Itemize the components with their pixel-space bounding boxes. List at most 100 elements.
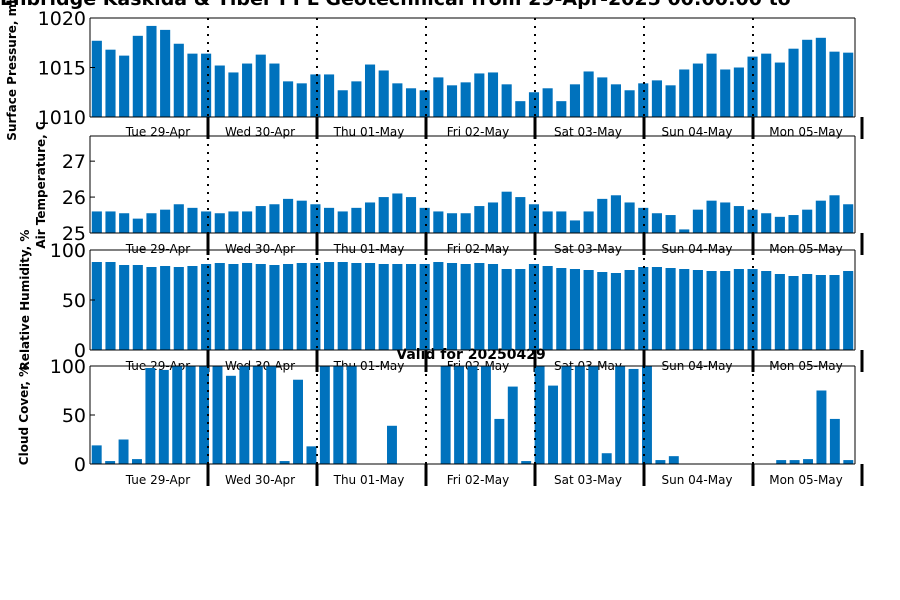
y-tick-label: 1015	[38, 58, 86, 80]
x-tick-label: Mon 05-May	[769, 125, 843, 139]
bar	[419, 264, 430, 350]
bar	[440, 366, 451, 464]
bar	[507, 386, 518, 464]
bar	[146, 213, 157, 233]
bar	[588, 366, 599, 464]
y-tick-label: 0	[74, 340, 86, 362]
bar	[160, 266, 171, 350]
x-tick-label: Fri 02-May	[447, 125, 510, 139]
bar	[574, 366, 585, 464]
bar	[815, 37, 826, 117]
bar	[228, 264, 239, 350]
bar	[692, 270, 703, 350]
bar	[829, 418, 840, 464]
bar	[679, 69, 690, 117]
bar	[119, 55, 130, 117]
bar	[583, 71, 594, 117]
bar	[843, 271, 854, 350]
x-tick-label: Sun 04-May	[661, 242, 732, 256]
y-tick-label: 50	[62, 405, 86, 427]
bar	[692, 63, 703, 117]
bar	[706, 271, 717, 350]
bar	[569, 269, 581, 350]
bar	[597, 77, 608, 117]
bar	[802, 39, 813, 117]
bar	[515, 197, 526, 233]
bar	[816, 390, 827, 464]
bar	[269, 63, 280, 117]
bar	[105, 461, 116, 464]
bar	[665, 215, 676, 233]
bar	[252, 366, 263, 464]
bar	[364, 263, 376, 350]
y-tick-label: 26	[62, 187, 86, 209]
bar	[534, 366, 545, 464]
bar	[528, 204, 540, 233]
bar	[255, 206, 266, 233]
bar	[788, 276, 799, 350]
panel-1: 1010 1015 1020 Tue 29-Apr Wed 30-Apr Thu 01-M…	[5, 0, 864, 141]
bar	[378, 70, 389, 117]
bar	[346, 366, 357, 464]
bar	[642, 366, 652, 464]
bar	[187, 53, 198, 117]
x-tick-label: Thu 01-May	[333, 473, 405, 487]
bar	[185, 366, 196, 464]
bar	[296, 83, 307, 117]
bar	[324, 74, 335, 117]
bar	[829, 275, 840, 350]
bar	[733, 269, 744, 350]
y-tick-label: 1010	[38, 107, 86, 129]
bar	[774, 216, 785, 233]
bar	[405, 264, 417, 350]
bar	[521, 461, 532, 464]
bar	[283, 198, 294, 233]
bar	[214, 213, 225, 233]
bar	[706, 53, 717, 117]
bar	[651, 213, 662, 233]
bar	[651, 80, 662, 117]
bar	[583, 270, 594, 350]
bar	[296, 200, 307, 233]
bar	[487, 202, 499, 233]
bar	[91, 40, 102, 117]
bar	[515, 269, 526, 350]
bar	[392, 193, 403, 233]
bar	[242, 211, 253, 233]
bar	[829, 195, 840, 233]
bar	[351, 263, 362, 350]
bar	[460, 213, 471, 233]
bar	[638, 83, 649, 117]
bar	[460, 82, 471, 117]
bar	[306, 446, 317, 464]
bar	[597, 272, 608, 350]
bar	[132, 459, 142, 464]
bar	[720, 202, 731, 233]
bar	[788, 215, 799, 233]
bar	[337, 262, 348, 350]
bar	[542, 88, 553, 117]
x-tick-label: Tue 29-Apr	[125, 473, 190, 487]
x-tick-label: Sun 04-May	[661, 473, 732, 487]
bar	[720, 271, 731, 350]
bar	[324, 262, 335, 350]
bar	[201, 264, 212, 350]
y-axis-label: Air Temperature, C	[34, 121, 48, 249]
bar	[487, 264, 499, 350]
bar	[239, 366, 250, 464]
bar	[802, 209, 813, 233]
bar	[624, 90, 635, 117]
bar	[692, 209, 703, 233]
bar	[706, 200, 717, 233]
bar	[255, 264, 266, 350]
bar	[228, 211, 239, 233]
x-tick-label: Mon 05-May	[769, 242, 843, 256]
bar	[665, 85, 676, 117]
y-tick-label: 50	[62, 290, 86, 312]
bar	[242, 263, 253, 350]
bar	[405, 88, 417, 117]
bar	[668, 456, 679, 464]
bar	[310, 263, 321, 350]
x-tick-label: Thu 01-May	[333, 242, 405, 256]
